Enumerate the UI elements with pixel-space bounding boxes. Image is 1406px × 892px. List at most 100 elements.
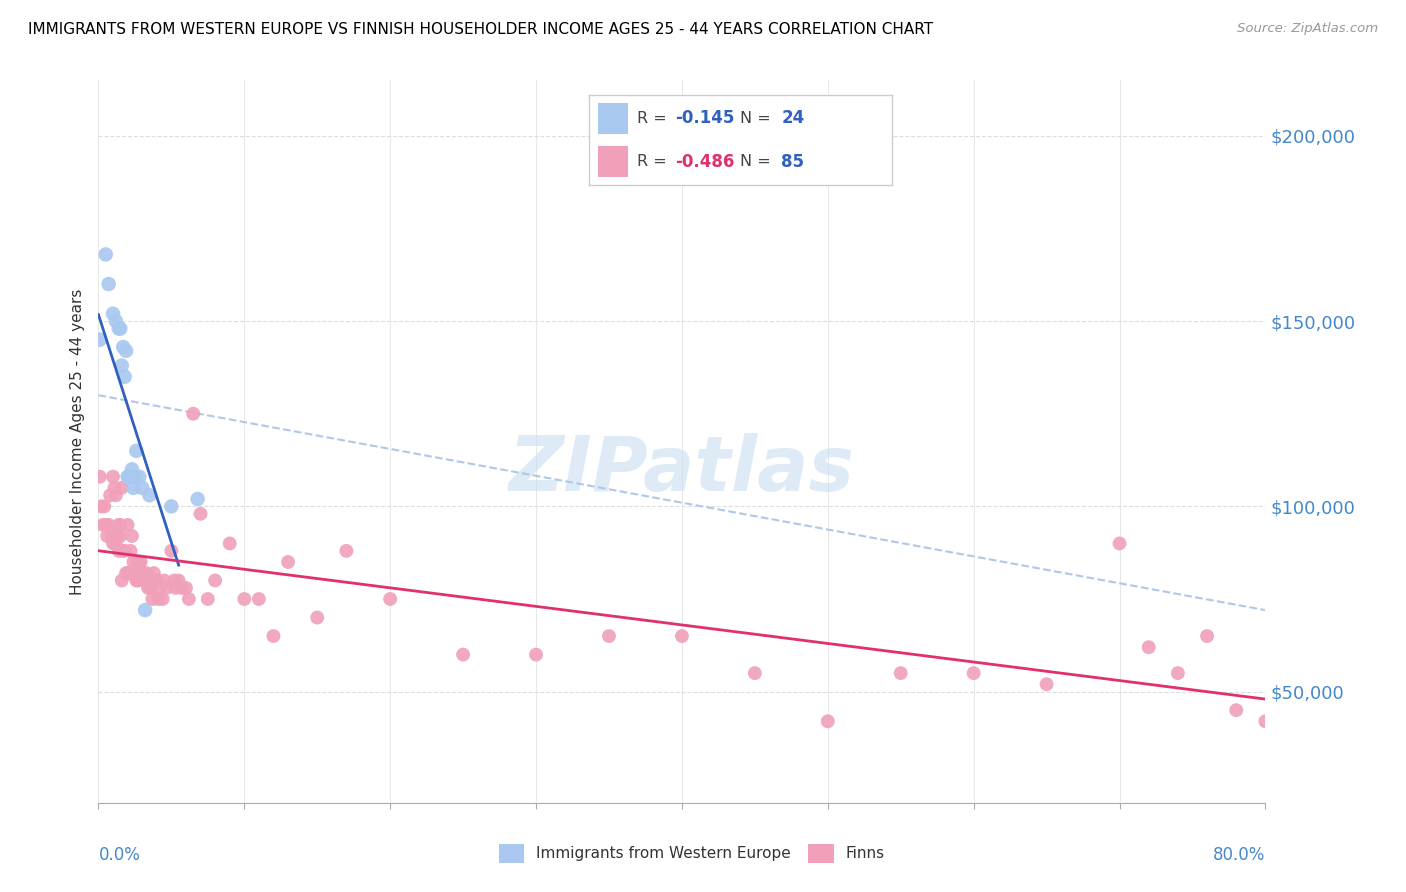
- Point: [120, 544, 142, 558]
- Point: [148, 592, 170, 607]
- Point: [134, 574, 156, 588]
- Point: [135, 566, 157, 580]
- Point: [277, 555, 299, 569]
- Point: [124, 566, 146, 580]
- Point: [110, 517, 132, 532]
- Point: [160, 544, 183, 558]
- Point: [1137, 640, 1160, 655]
- Point: [128, 469, 150, 483]
- Point: [104, 488, 127, 502]
- Point: [110, 321, 132, 335]
- Point: [817, 714, 839, 729]
- Point: [1254, 714, 1277, 729]
- Point: [204, 574, 226, 588]
- Y-axis label: Householder Income Ages 25 - 44 years: Householder Income Ages 25 - 44 years: [69, 288, 84, 595]
- Point: [105, 529, 128, 543]
- Point: [524, 648, 547, 662]
- Point: [744, 666, 766, 681]
- Point: [153, 574, 176, 588]
- Point: [111, 481, 134, 495]
- Point: [598, 629, 620, 643]
- Text: Immigrants from Western Europe: Immigrants from Western Europe: [536, 847, 790, 861]
- Point: [131, 566, 153, 580]
- Point: [104, 536, 127, 550]
- Point: [100, 529, 122, 543]
- Point: [108, 517, 131, 532]
- Point: [101, 469, 124, 483]
- Point: [111, 359, 134, 373]
- Point: [124, 469, 146, 483]
- Point: [89, 469, 111, 483]
- Point: [218, 536, 240, 550]
- Point: [138, 574, 160, 588]
- Text: ZIPatlas: ZIPatlas: [509, 434, 855, 508]
- Point: [94, 517, 117, 532]
- Point: [136, 581, 159, 595]
- Point: [156, 581, 179, 595]
- Point: [122, 555, 145, 569]
- Point: [165, 581, 187, 595]
- Point: [451, 648, 474, 662]
- Point: [115, 566, 138, 580]
- Point: [1225, 703, 1247, 717]
- Point: [111, 574, 134, 588]
- Point: [247, 592, 270, 607]
- Point: [112, 544, 135, 558]
- Point: [125, 443, 148, 458]
- Point: [181, 407, 204, 421]
- Point: [890, 666, 912, 681]
- Point: [94, 247, 117, 261]
- Point: [1108, 536, 1130, 550]
- Point: [380, 592, 402, 607]
- Point: [174, 581, 197, 595]
- Point: [187, 491, 209, 506]
- Point: [97, 517, 120, 532]
- Point: [170, 581, 193, 595]
- Point: [115, 343, 138, 358]
- Point: [233, 592, 256, 607]
- Point: [167, 574, 190, 588]
- Point: [671, 629, 693, 643]
- Point: [128, 555, 150, 569]
- Point: [141, 592, 163, 607]
- Point: [127, 555, 149, 569]
- Point: [101, 536, 124, 550]
- Point: [160, 500, 183, 514]
- Point: [962, 666, 984, 681]
- Point: [1195, 629, 1218, 643]
- Point: [117, 469, 139, 483]
- Point: [108, 321, 131, 335]
- Point: [125, 574, 148, 588]
- Point: [121, 462, 143, 476]
- Point: [114, 544, 136, 558]
- Text: Finns: Finns: [845, 847, 884, 861]
- Point: [103, 481, 125, 495]
- Point: [1035, 677, 1057, 691]
- Point: [139, 581, 162, 595]
- Point: [104, 314, 127, 328]
- Point: [127, 574, 149, 588]
- Point: [307, 610, 329, 624]
- Point: [101, 307, 124, 321]
- Point: [118, 566, 141, 580]
- Point: [262, 629, 284, 643]
- Point: [138, 488, 160, 502]
- Point: [163, 574, 186, 588]
- Point: [118, 469, 141, 483]
- Point: [197, 592, 219, 607]
- Point: [132, 574, 155, 588]
- Point: [121, 529, 143, 543]
- Point: [120, 469, 142, 483]
- Point: [112, 340, 135, 354]
- Point: [93, 500, 115, 514]
- Point: [122, 481, 145, 495]
- Text: 80.0%: 80.0%: [1213, 847, 1265, 864]
- Point: [96, 529, 118, 543]
- Point: [146, 574, 169, 588]
- Point: [190, 507, 212, 521]
- Text: 0.0%: 0.0%: [98, 847, 141, 864]
- Point: [114, 369, 136, 384]
- Point: [335, 544, 357, 558]
- Point: [142, 566, 165, 580]
- Point: [117, 517, 139, 532]
